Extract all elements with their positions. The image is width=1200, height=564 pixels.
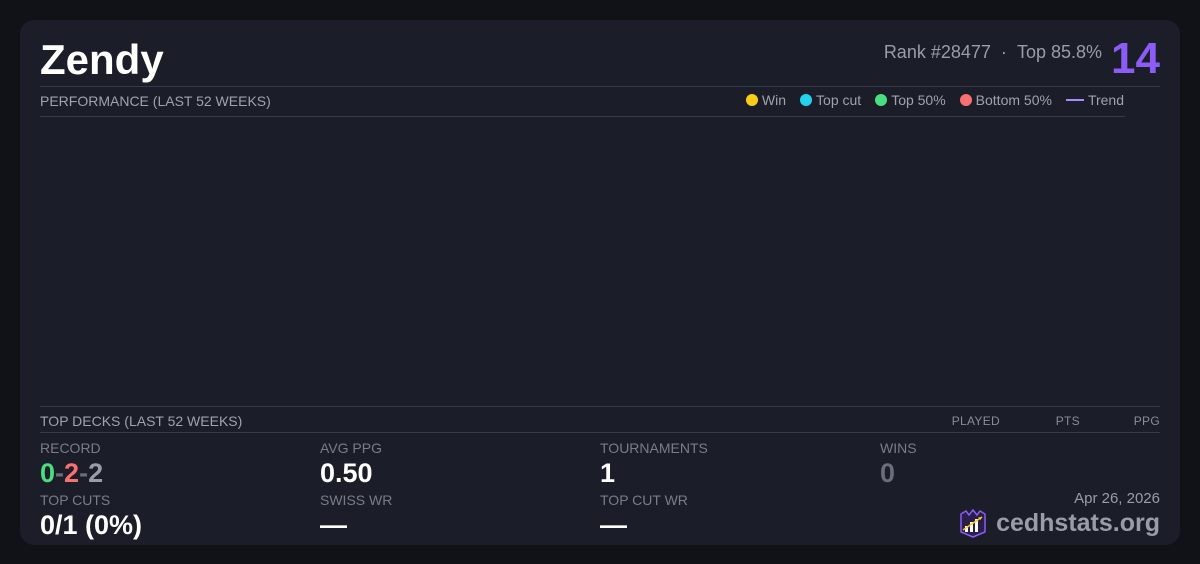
player-card: Zendy Rank #28477 · Top 85.8% 14 PERFORM… bbox=[20, 20, 1180, 545]
swiss-wr-value: — bbox=[320, 510, 347, 540]
bottom-50-dot-icon bbox=[959, 94, 972, 106]
col-played: PLAYED bbox=[951, 414, 1000, 428]
performance-title: PERFORMANCE (LAST 52 WEEKS) bbox=[40, 93, 271, 109]
record-label: RECORD bbox=[40, 440, 101, 456]
top-cut-wr-label: TOP CUT WR bbox=[600, 492, 688, 508]
brand: cedhstats.org bbox=[958, 508, 1160, 538]
legend-trend: Trend bbox=[1065, 92, 1124, 108]
top-cuts-value: 0/1 (0%) bbox=[40, 510, 143, 540]
legend-bottom-50: Bottom 50% bbox=[959, 92, 1052, 108]
chart-legend: Win Top cut Top 50% Bottom 50% Trend bbox=[745, 92, 1124, 108]
rank-info: Rank #28477 · Top 85.8% bbox=[883, 42, 1102, 62]
tournaments-value: 1 bbox=[600, 458, 616, 488]
brand-name: cedhstats.org bbox=[996, 508, 1160, 537]
wins-label: WINS bbox=[880, 440, 917, 456]
trend-line-icon bbox=[1065, 99, 1084, 101]
col-ppg: PPG bbox=[1133, 414, 1160, 428]
performance-chart-area bbox=[40, 117, 1125, 405]
player-name: Zendy bbox=[40, 36, 164, 83]
top-cuts-label: TOP CUTS bbox=[40, 492, 111, 508]
wins-value: 0 bbox=[880, 458, 896, 488]
legend-top-50: Top 50% bbox=[875, 92, 946, 108]
win-dot-icon bbox=[745, 94, 758, 106]
top-cut-wr-value: — bbox=[600, 510, 627, 540]
col-pts: PTS bbox=[1055, 414, 1080, 428]
avg-ppg-value: 0.50 bbox=[320, 458, 373, 488]
divider bbox=[40, 406, 1160, 407]
top-50-dot-icon bbox=[875, 94, 888, 106]
top-decks-title: TOP DECKS (LAST 52 WEEKS) bbox=[40, 413, 243, 429]
divider bbox=[40, 86, 1160, 87]
swiss-wr-label: SWISS WR bbox=[320, 492, 393, 508]
record-value: 0-2-2 bbox=[40, 458, 104, 488]
legend-top-cut: Top cut bbox=[800, 92, 861, 108]
score: 14 bbox=[1111, 34, 1160, 83]
cedhstats-logo-icon bbox=[960, 508, 986, 538]
avg-ppg-label: AVG PPG bbox=[320, 440, 382, 456]
top-cut-dot-icon bbox=[800, 94, 813, 106]
date: Apr 26, 2026 bbox=[1074, 490, 1160, 507]
divider bbox=[40, 432, 1160, 433]
tournaments-label: TOURNAMENTS bbox=[600, 440, 708, 456]
divider bbox=[40, 116, 1125, 117]
legend-win: Win bbox=[745, 92, 786, 108]
